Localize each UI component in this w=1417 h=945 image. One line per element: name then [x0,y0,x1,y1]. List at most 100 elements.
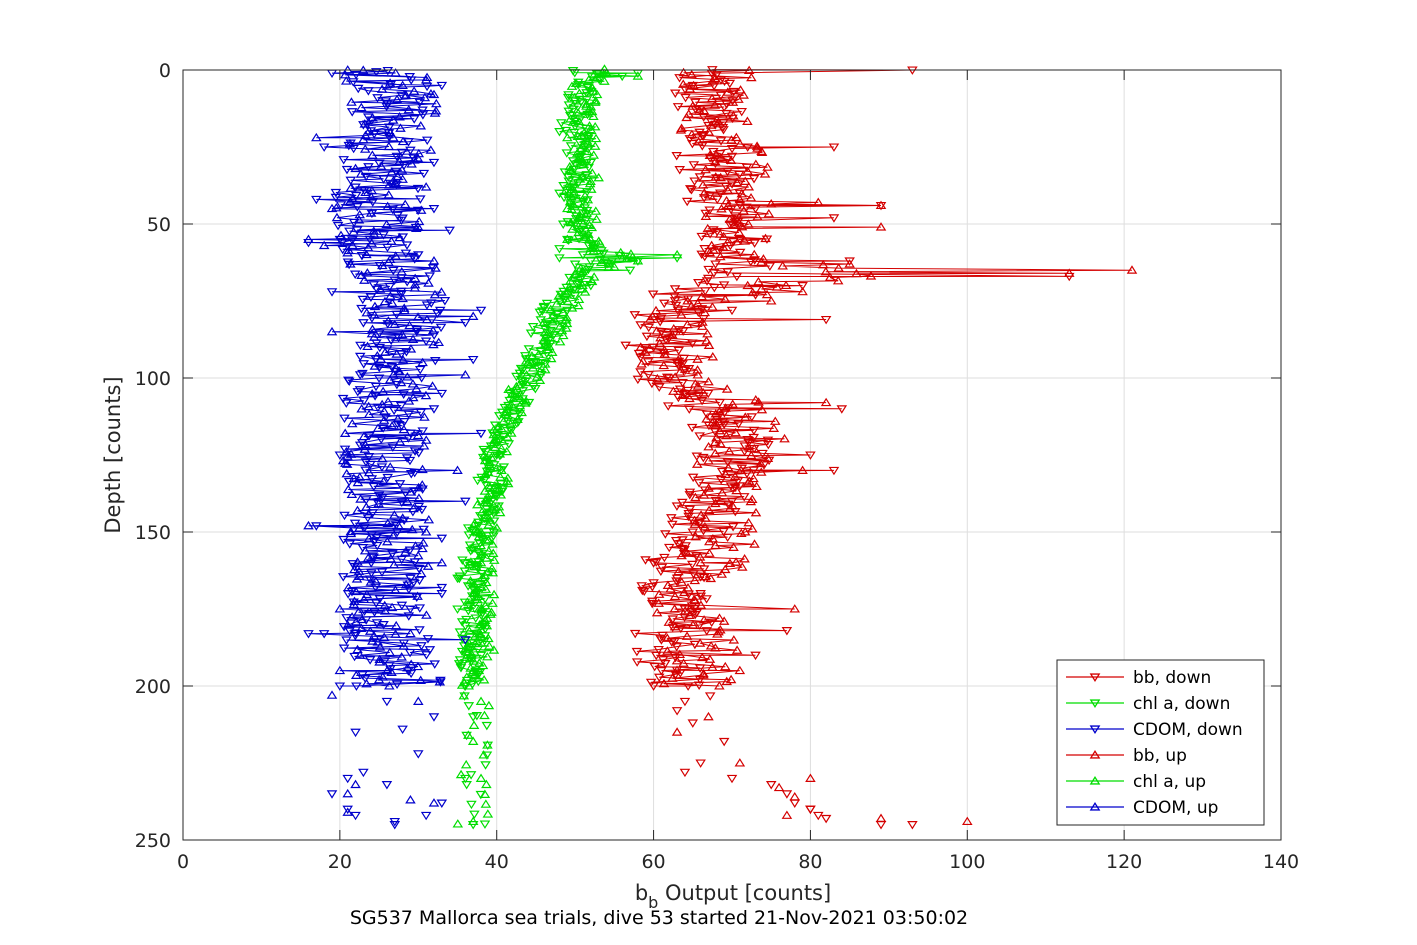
data-point [452,819,464,828]
data-point [363,533,375,543]
data-point [691,459,703,468]
data-point [735,465,747,474]
data-point [372,350,383,360]
data-point [682,583,694,592]
data-point [402,496,413,506]
data-point [746,72,757,82]
series-5 [303,65,479,816]
data-point [480,761,491,770]
data-point [695,590,706,599]
data-point [494,452,506,461]
data-point [463,681,475,690]
data-point [688,161,700,170]
data-point [701,595,712,604]
data-point [710,159,721,169]
data-point [503,384,514,394]
data-point [339,69,351,79]
data-point [462,597,473,606]
data-point [475,773,487,782]
data-point [733,94,744,103]
data-point [844,257,855,266]
data-point [326,790,338,799]
data-point [396,266,408,276]
data-point [569,220,581,229]
data-point [690,492,701,502]
legend-marker [1089,801,1101,811]
data-point [680,546,692,555]
data-point [473,531,485,541]
data-point [695,557,706,567]
data-point [692,365,703,374]
data-point [700,211,712,220]
data-point [475,429,487,439]
data-point [350,728,361,738]
data-point [601,68,612,77]
data-point [658,299,670,309]
data-point [339,511,350,521]
data-point [577,219,589,228]
data-point [713,117,724,126]
data-point [812,197,824,206]
data-point [475,549,487,558]
data-point [362,242,374,252]
data-point [334,665,346,675]
data-point [351,226,363,235]
data-point [564,196,576,206]
data-point [425,145,437,154]
data-point [669,591,681,601]
data-point [495,490,507,499]
data-point [415,121,427,130]
data-point [640,347,651,356]
data-point [682,296,693,305]
data-point [386,602,398,612]
data-point [703,711,714,721]
data-point [347,240,358,250]
data-point [374,284,386,293]
data-point [738,90,749,99]
data-point [747,524,758,533]
data-point [373,498,384,508]
data-point [573,300,584,310]
data-point [907,821,918,830]
data-point [697,180,709,189]
data-point [357,295,369,305]
data-point [390,620,402,630]
data-point [718,242,729,252]
data-point [723,446,735,455]
data-point [375,161,387,170]
data-point [696,232,708,242]
data-point [417,485,428,494]
data-point [399,305,410,315]
data-point [416,505,428,515]
data-point [436,287,447,296]
data-point [797,465,808,474]
data-point [382,518,394,528]
data-point [436,534,448,544]
data-point [469,580,480,589]
data-point [406,159,417,168]
data-point [670,670,681,680]
data-point [488,589,500,599]
data-point [359,144,371,153]
data-point [676,310,687,319]
data-point [389,510,400,519]
data-point [416,642,427,651]
data-point [417,427,428,436]
data-point [647,290,659,299]
data-point [707,352,719,361]
data-point [751,141,763,150]
data-point [356,270,367,279]
data-point [569,269,581,279]
data-point [667,330,678,339]
data-point [346,97,357,106]
data-point [709,448,721,457]
data-point [417,357,428,367]
data-point [360,187,371,197]
data-point [395,123,406,132]
data-point [755,257,767,266]
data-point [700,164,711,174]
data-point [469,810,480,820]
data-point [386,421,398,430]
data-point [632,256,644,265]
data-point [681,112,692,122]
